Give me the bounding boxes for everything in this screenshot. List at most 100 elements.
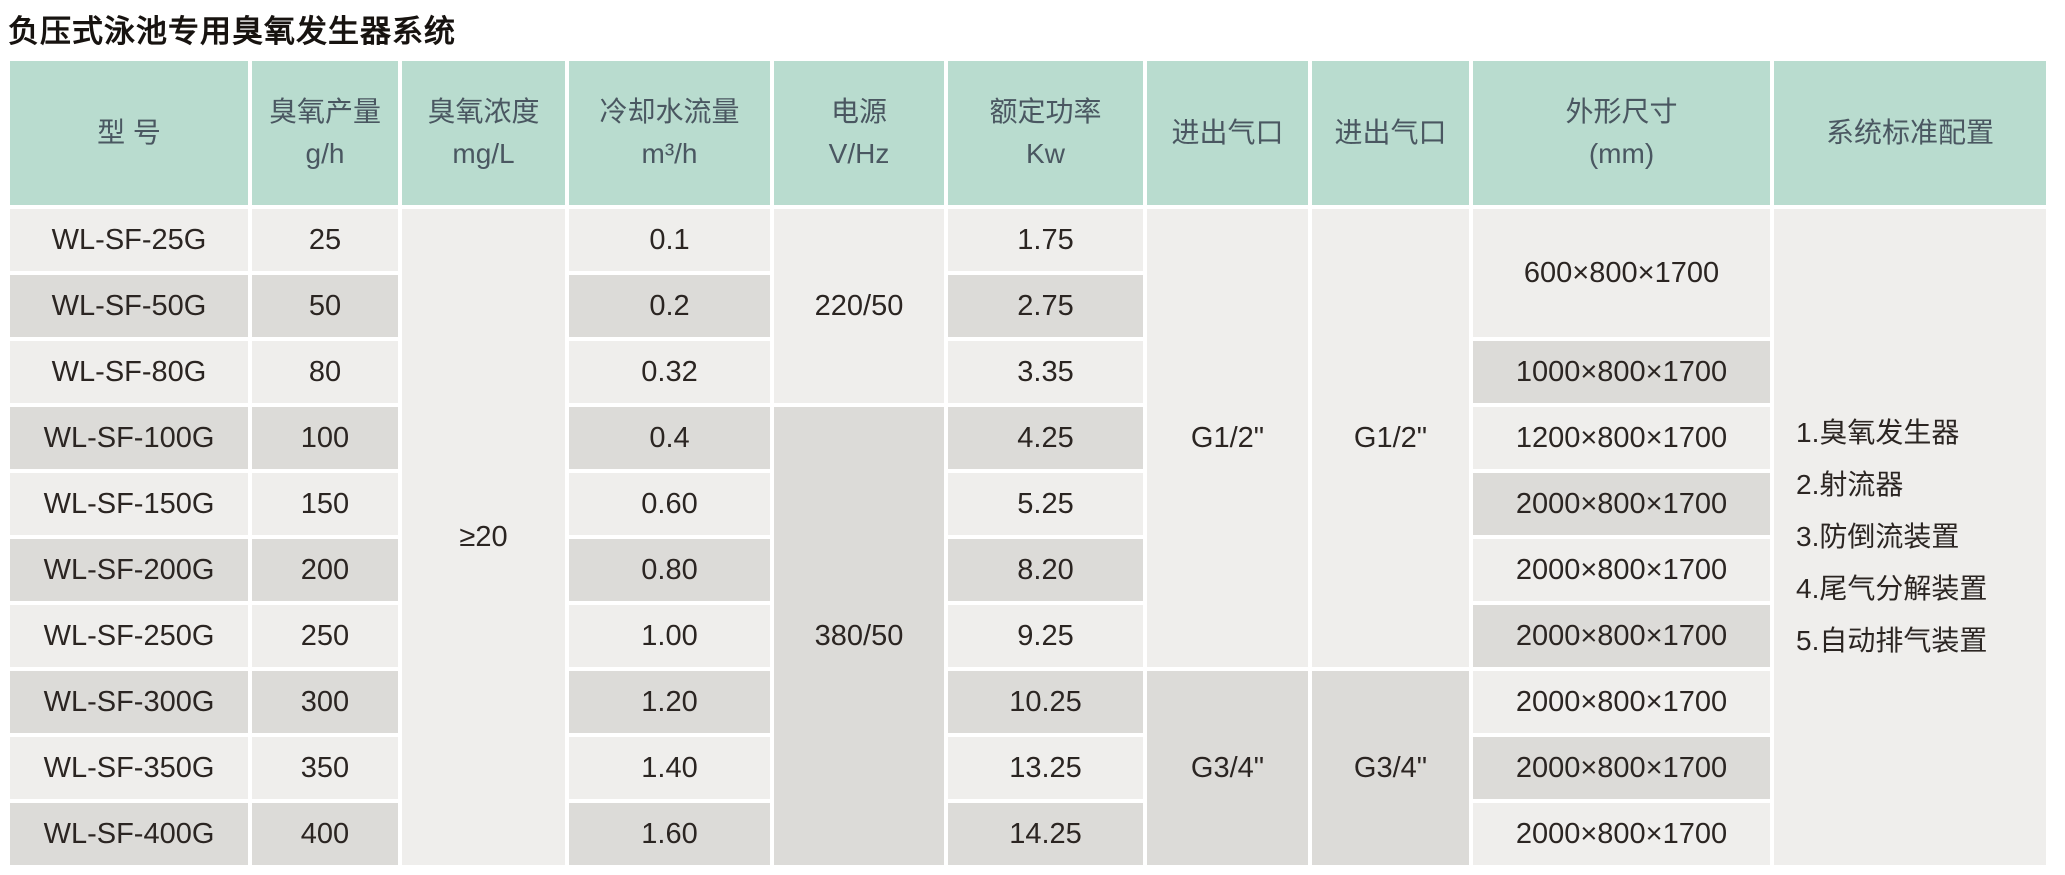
cell-dims: 2000×800×1700 xyxy=(1473,737,1770,799)
config-list-item: 1.臭氧发生器 xyxy=(1796,417,1960,448)
cell-rated: 1.75 xyxy=(948,209,1143,271)
cell-dims: 2000×800×1700 xyxy=(1473,605,1770,667)
cell-model: WL-SF-400G xyxy=(10,803,248,865)
column-header-line: 进出气口 xyxy=(1171,117,1284,148)
column-header-rated: 额定功率 Kw xyxy=(948,61,1143,205)
table-row-8: WL-SF-300G 300 1.20 10.25 G3/4" G3/4" 2000×800… xyxy=(10,671,2046,865)
cell-output: 250 xyxy=(252,605,398,667)
column-header-line: 臭氧浓度 xyxy=(427,96,540,127)
cell-dims: 2000×800×1700 xyxy=(1473,539,1770,601)
cell-rated: 2.75 xyxy=(948,275,1143,337)
table-row-6: WL-SF-200G 200 0.80 8.20 2000×800×1700 xyxy=(10,539,2046,601)
page-title: 负压式泳池专用臭氧发生器系统 xyxy=(8,14,456,49)
cell-cooling: 1.60 xyxy=(569,803,770,865)
cell-dims: 2000×800×1700 xyxy=(1473,671,1770,733)
cell-output: 80 xyxy=(252,341,398,403)
cell-output: 25 xyxy=(252,209,398,271)
table-row-10: WL-SF-400G 400 1.60 14.25 2000×800×1700 xyxy=(10,803,2046,865)
table-row-9: WL-SF-350G 350 1.40 13.25 2000×800×1700 xyxy=(10,737,2046,799)
table-row-2: WL-SF-50G 50 0.2 2.75 xyxy=(10,275,2046,337)
config-list-item: 5.自动排气装置 xyxy=(1796,625,1988,656)
column-header-config: 系统标准配置 xyxy=(1774,61,2046,205)
cell-config: 1.臭氧发生器 2.射流器 3.防倒流装置 4.尾气分解装置 5.自动排气装置 xyxy=(1774,209,2046,865)
table-row-5: WL-SF-150G 150 0.60 5.25 2000×800×1700 xyxy=(10,473,2046,535)
config-list-item: 3.防倒流装置 xyxy=(1796,521,1960,552)
cell-air2: G3/4" xyxy=(1312,671,1469,865)
column-header-line: 冷却水流量 xyxy=(599,96,740,127)
column-header-line: 电源 xyxy=(830,96,887,127)
cell-rated: 14.25 xyxy=(948,803,1143,865)
column-header-output: 臭氧产量 g/h xyxy=(252,61,398,205)
table-row-7: WL-SF-250G 250 1.00 9.25 2000×800×1700 xyxy=(10,605,2046,667)
table-row-1: WL-SF-25G 25 ≥20 0.1 220/50 1.75 G1/2" G1/2" 600… xyxy=(10,209,2046,865)
spec-table-head: 型 号 臭氧产量 g/h 臭氧浓度 mg/L 冷却水流量 m³/h 电源 V/Hz 额定功率 Kw 进… xyxy=(10,61,2046,205)
cell-cooling: 0.60 xyxy=(569,473,770,535)
cell-model: WL-SF-80G xyxy=(10,341,248,403)
cell-rated: 9.25 xyxy=(948,605,1143,667)
column-header-dims: 外形尺寸 (mm) xyxy=(1473,61,1770,205)
column-header-line: g/h xyxy=(305,138,345,169)
column-header-air2: 进出气口 xyxy=(1312,61,1469,205)
column-header-line: m³/h xyxy=(641,138,698,169)
cell-output: 150 xyxy=(252,473,398,535)
cell-air1: G1/2" xyxy=(1147,209,1308,667)
cell-dims: 2000×800×1700 xyxy=(1473,803,1770,865)
table-row-3: WL-SF-80G 80 0.32 3.35 1000×800×1700 xyxy=(10,341,2046,403)
cell-output: 100 xyxy=(252,407,398,469)
config-list-item: 4.尾气分解装置 xyxy=(1796,573,1988,604)
table-row-4: WL-SF-100G 100 0.4 380/50 4.25 1200×800×1700 xyxy=(10,407,2046,865)
column-header-line: 进出气口 xyxy=(1334,117,1447,148)
column-header-line: 额定功率 xyxy=(989,96,1102,127)
cell-model: WL-SF-250G xyxy=(10,605,248,667)
cell-cooling: 0.2 xyxy=(569,275,770,337)
column-header-line: 臭氧产量 xyxy=(268,96,381,127)
spec-table-body: WL-SF-25G 25 ≥20 0.1 220/50 1.75 G1/2" G1/2" 600… xyxy=(10,209,2046,865)
cell-air1: G3/4" xyxy=(1147,671,1308,865)
cell-output: 300 xyxy=(252,671,398,733)
cell-model: WL-SF-100G xyxy=(10,407,248,469)
column-header-line: Kw xyxy=(1026,138,1065,169)
cell-conc: ≥20 xyxy=(402,209,565,865)
column-header-conc: 臭氧浓度 mg/L xyxy=(402,61,565,205)
cell-dims: 2000×800×1700 xyxy=(1473,473,1770,535)
cell-power: 220/50 xyxy=(774,209,944,403)
cell-model: WL-SF-25G xyxy=(10,209,248,271)
cell-rated: 13.25 xyxy=(948,737,1143,799)
cell-cooling: 0.32 xyxy=(569,341,770,403)
cell-model: WL-SF-350G xyxy=(10,737,248,799)
column-header-cooling: 冷却水流量 m³/h xyxy=(569,61,770,205)
cell-cooling: 1.40 xyxy=(569,737,770,799)
cell-air2: G1/2" xyxy=(1312,209,1469,667)
cell-dims: 1000×800×1700 xyxy=(1473,341,1770,403)
cell-model: WL-SF-50G xyxy=(10,275,248,337)
cell-cooling: 0.1 xyxy=(569,209,770,271)
spec-table: 型 号 臭氧产量 g/h 臭氧浓度 mg/L 冷却水流量 m³/h 电源 V/Hz 额定功率 Kw 进… xyxy=(6,57,2050,869)
config-list-item: 2.射流器 xyxy=(1796,469,1904,500)
cell-rated: 10.25 xyxy=(948,671,1143,733)
cell-cooling: 0.80 xyxy=(569,539,770,601)
cell-power: 380/50 xyxy=(774,407,944,865)
cell-cooling: 1.20 xyxy=(569,671,770,733)
column-header-power: 电源 V/Hz xyxy=(774,61,944,205)
column-header-model: 型 号 xyxy=(10,61,248,205)
cell-cooling: 1.00 xyxy=(569,605,770,667)
cell-output: 200 xyxy=(252,539,398,601)
cell-model: WL-SF-300G xyxy=(10,671,248,733)
cell-model: WL-SF-200G xyxy=(10,539,248,601)
column-header-line: mg/L xyxy=(452,138,515,169)
cell-output: 400 xyxy=(252,803,398,865)
column-header-line: 系统标准配置 xyxy=(1825,117,1994,148)
cell-output: 350 xyxy=(252,737,398,799)
cell-rated: 4.25 xyxy=(948,407,1143,469)
cell-rated: 8.20 xyxy=(948,539,1143,601)
cell-model: WL-SF-150G xyxy=(10,473,248,535)
cell-dims: 600×800×1700 xyxy=(1473,209,1770,337)
column-header-line: 型 号 xyxy=(97,117,161,148)
column-header-line: V/Hz xyxy=(828,138,890,169)
header-row: 型 号 臭氧产量 g/h 臭氧浓度 mg/L 冷却水流量 m³/h 电源 V/Hz 额定功率 Kw 进… xyxy=(10,61,2046,205)
column-header-line: (mm) xyxy=(1588,138,1655,169)
cell-rated: 3.35 xyxy=(948,341,1143,403)
cell-cooling: 0.4 xyxy=(569,407,770,469)
cell-rated: 5.25 xyxy=(948,473,1143,535)
cell-output: 50 xyxy=(252,275,398,337)
